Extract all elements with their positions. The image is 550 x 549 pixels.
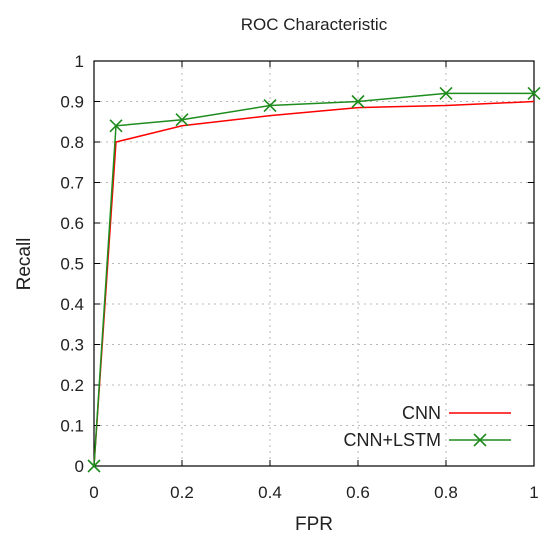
legend-entry: CNN bbox=[402, 403, 511, 423]
y-tick-label: 0.5 bbox=[60, 255, 84, 274]
data-point bbox=[527, 86, 541, 100]
data-point bbox=[263, 98, 277, 113]
y-tick-label: 0.8 bbox=[60, 133, 84, 152]
legend-marker bbox=[473, 433, 487, 447]
x-tick-label: 0.8 bbox=[434, 483, 458, 502]
y-tick-label: 0.3 bbox=[60, 336, 84, 355]
legend-entry: CNN+LSTM bbox=[343, 430, 511, 450]
y-tick-label: 0.9 bbox=[60, 93, 84, 112]
x-tick-label: 1 bbox=[529, 483, 538, 502]
data-point bbox=[87, 459, 101, 473]
x-tick-label: 0.4 bbox=[258, 483, 282, 502]
legend: CNN CNN+LSTM bbox=[343, 403, 511, 450]
x-tick-label: 0.2 bbox=[170, 483, 194, 502]
y-tick-label: 0.2 bbox=[60, 376, 84, 395]
series-cnn-lstm bbox=[87, 86, 541, 473]
x-tick-label: 0 bbox=[89, 483, 98, 502]
axis-ticks: 0 0.1 0.2 0.3 0.4 0.5 0.6 0.7 0.8 0.9 1 0 0.2 0.4 0.6 0… bbox=[60, 52, 538, 502]
series-cnn bbox=[93, 100, 535, 467]
legend-label: CNN+LSTM bbox=[343, 430, 441, 450]
data-point bbox=[439, 86, 453, 100]
grid-lines bbox=[94, 61, 534, 466]
data-point bbox=[109, 119, 123, 133]
x-axis-title: FPR bbox=[295, 514, 333, 535]
y-tick-label: 0.4 bbox=[60, 295, 84, 314]
data-point bbox=[175, 113, 189, 127]
y-tick-label: 0 bbox=[75, 457, 84, 476]
legend-label: CNN bbox=[402, 403, 441, 423]
series-line bbox=[93, 92, 534, 467]
y-axis-title: Recall bbox=[14, 238, 35, 291]
chart-title: ROC Characteristic bbox=[241, 15, 388, 34]
y-tick-label: 0.1 bbox=[60, 417, 84, 436]
data-point bbox=[351, 94, 365, 109]
y-tick-label: 0.7 bbox=[60, 174, 84, 193]
series-line bbox=[93, 100, 535, 467]
y-tick-label: 0.6 bbox=[60, 214, 84, 233]
series-layer bbox=[87, 86, 541, 473]
x-tick-label: 0.6 bbox=[346, 483, 370, 502]
y-tick-label: 1 bbox=[75, 52, 84, 71]
